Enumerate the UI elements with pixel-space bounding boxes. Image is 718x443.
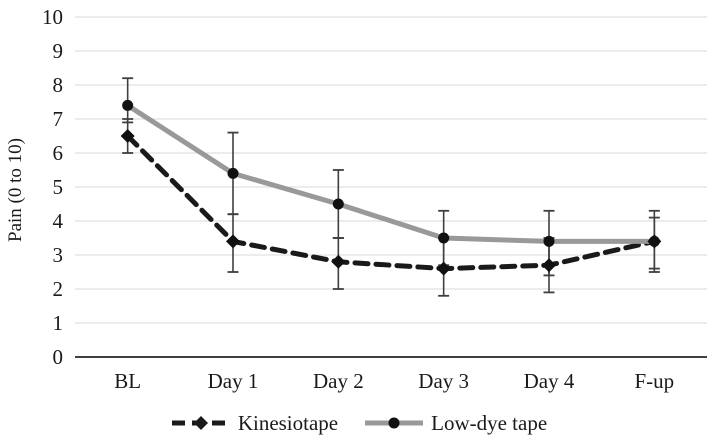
kinesiotape-marker	[226, 234, 240, 249]
legend-label-kinesiotape: Kinesiotape	[237, 410, 339, 435]
x-tick-label: Day 4	[524, 369, 575, 393]
y-tick-label: 4	[53, 209, 64, 233]
low-dye-marker	[438, 232, 450, 244]
x-tick-label: Day 3	[418, 369, 469, 393]
chart-legend: Kinesiotape Low-dye tape	[0, 406, 718, 440]
y-tick-label: 1	[53, 311, 64, 335]
low-dye-marker	[648, 235, 660, 247]
x-tick-label: BL	[114, 369, 141, 393]
y-tick-label: 6	[53, 141, 64, 165]
low-dye-marker	[122, 99, 134, 111]
legend-item-kinesiotape: Kinesiotape	[171, 411, 338, 436]
x-tick-label: Day 2	[313, 369, 364, 393]
legend-item-low-dye-tape: Low-dye tape	[364, 411, 547, 436]
y-tick-label: 7	[53, 107, 64, 131]
kinesiotape-marker	[120, 129, 135, 143]
y-axis-title: Pain (0 to 10)	[5, 138, 26, 242]
kinesiotape-dashed-line-swatch-icon	[171, 416, 230, 430]
y-tick-label: 8	[53, 73, 64, 97]
pain-line-plot: 0 1 2 3 4 5 6 7 8 9 10 BL Day 1 Day 2 Day 3 Day 4 F-up	[42, 5, 707, 393]
low-dye-marker	[227, 167, 239, 179]
y-tick-label: 5	[53, 175, 64, 199]
low-dye-solid-line-swatch-icon	[365, 417, 424, 429]
y-tick-label: 10	[42, 5, 63, 29]
kinesiotape-marker	[436, 261, 451, 276]
y-tick-label: 3	[53, 243, 64, 267]
y-tick-label: 2	[53, 277, 64, 301]
x-tick-label: Day 1	[208, 369, 259, 393]
x-tick-label: F-up	[634, 369, 674, 393]
series-line-low-dye-tape	[125, 102, 657, 244]
legend-label-low-dye-tape: Low-dye tape	[431, 410, 548, 435]
y-tick-label: 0	[53, 345, 64, 369]
low-dye-marker	[332, 198, 344, 210]
kinesiotape-marker	[331, 254, 346, 269]
kinesiotape-marker	[542, 258, 556, 273]
y-tick-label: 9	[53, 39, 64, 63]
low-dye-marker	[543, 235, 555, 247]
series-line-kinesiotape	[125, 133, 657, 272]
